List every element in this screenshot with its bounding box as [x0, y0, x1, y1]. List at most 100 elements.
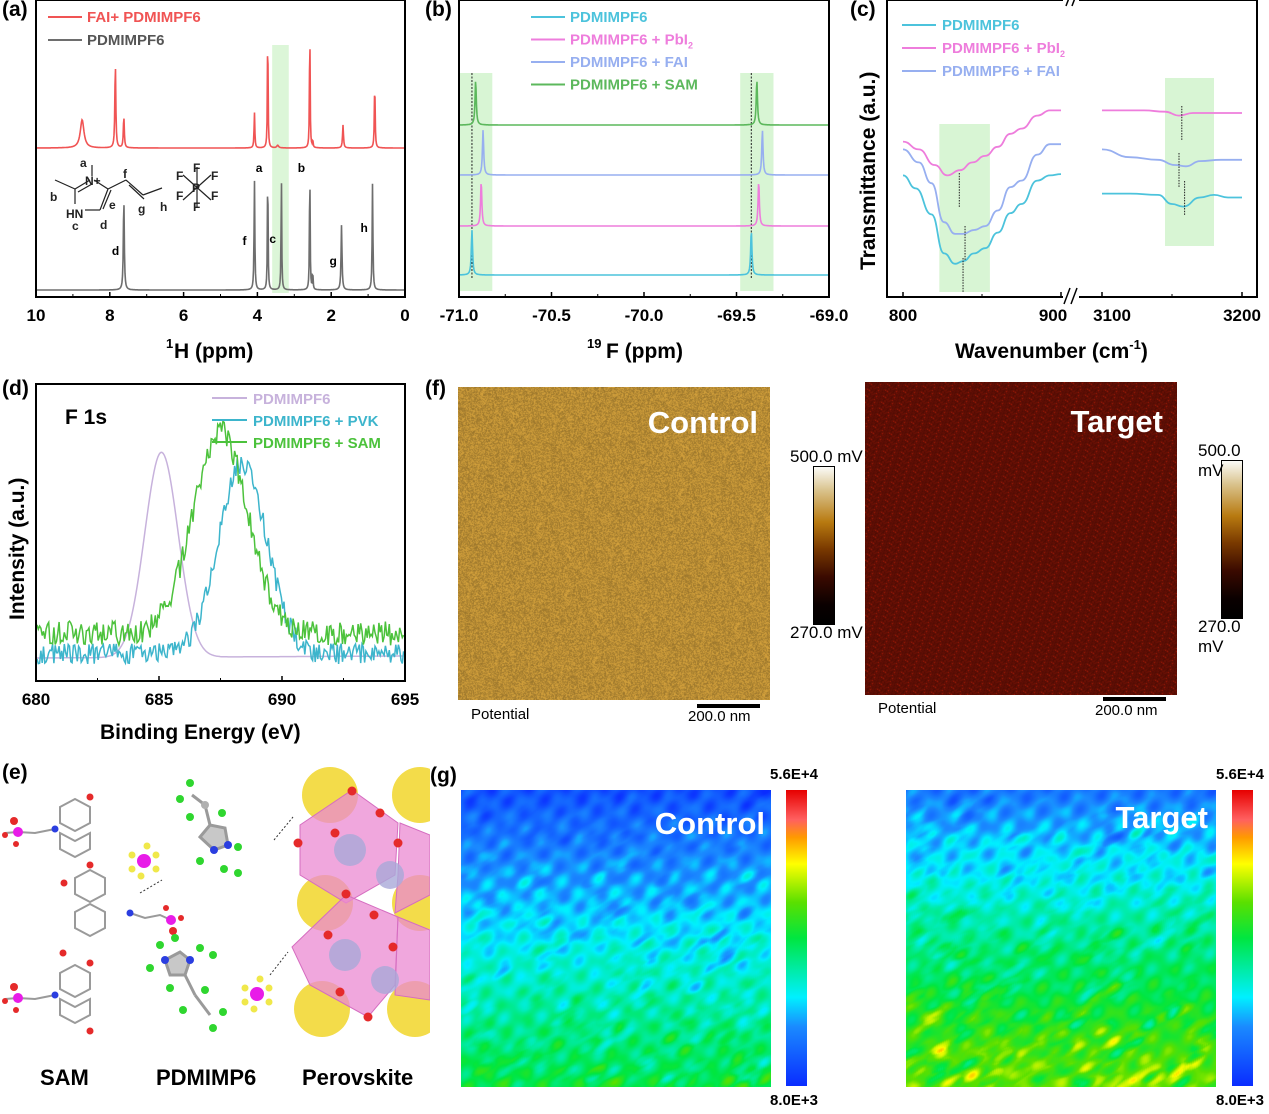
x-tick-label: 680	[22, 690, 50, 709]
peak-label: f	[242, 234, 247, 248]
x-axis-label: H (ppm)	[174, 340, 253, 363]
series-line-3	[458, 81, 829, 126]
colorbar-max: 5.6E+4	[1216, 766, 1264, 783]
x-tick-label: 8	[105, 306, 114, 325]
svg-text:h: h	[160, 200, 167, 214]
nmr-1h-chart: 10 8 6 4 2 0 FAI+ PDMIMPF6 PDMIMPF6 1 H (ppm)	[27, 0, 410, 363]
series-line-0	[37, 451, 404, 659]
panel-e: (e)	[0, 755, 430, 1114]
legend-label: PDMIMPF6 + SAM	[570, 77, 698, 94]
legend-label: PDMIMPF6 + PVK	[253, 413, 379, 430]
x-axis-label: F (ppm)	[606, 340, 683, 363]
series-line-right-1	[1102, 109, 1242, 117]
axis-break-icon	[1063, 0, 1079, 305]
pl-image-control	[461, 790, 771, 1087]
colorbar-max: 5.6E+4	[770, 766, 818, 783]
x-tick-label: 6	[179, 306, 188, 325]
kpfm-image-target	[865, 382, 1177, 695]
svg-text:N+: N+	[85, 174, 101, 188]
panel-c: (c) 800 900 3100 3200 PDMIMPF6 PDMIMPF6 + Pb…	[845, 0, 1269, 370]
svg-text:c: c	[72, 219, 79, 233]
legend-label: PDMIMPF6 + FAI	[570, 54, 688, 71]
scalebar	[1103, 697, 1166, 701]
peak-label: a	[256, 161, 263, 175]
structure-labels: a b c d e f g h HN N+ P F F F F F F	[50, 156, 218, 233]
x-tick-label: -69.0	[810, 306, 849, 325]
series-line-0	[37, 49, 404, 149]
series-line-left-0	[902, 173, 1062, 265]
colorbar-kpfm-2	[1221, 460, 1243, 619]
x-tick-label: -69.5	[717, 306, 756, 325]
panel-g: (g) Control 5.6E+4 8.0E+3 Target 5.6E+4 …	[430, 755, 1269, 1114]
series-line-1	[37, 180, 404, 291]
x-tick-label: 10	[27, 306, 46, 325]
panel-b: (b) -71.0 -70.5 -70.0 -69.5 -69.0 PDMIMPF6 PD…	[420, 0, 850, 370]
svg-text:F: F	[211, 169, 218, 183]
panel-label-d: (d)	[2, 377, 29, 400]
panel-label-b: (b)	[425, 0, 452, 21]
series-line-2	[458, 130, 829, 176]
highlight-band	[740, 73, 774, 291]
x-tick-label: 3200	[1223, 306, 1261, 325]
x-tick-label: -70.5	[532, 306, 571, 325]
scalebar	[697, 704, 760, 708]
x-axis-label: Binding Energy (eV)	[100, 721, 301, 744]
pf6-anion	[128, 842, 273, 1013]
series-line-left-2	[902, 143, 1061, 235]
x-tick-label: 685	[145, 690, 173, 709]
svg-text:F: F	[211, 189, 218, 203]
x-tick-label: 2	[326, 306, 335, 325]
highlight-band	[1165, 78, 1214, 246]
scalebar-label: 200.0 nm	[1095, 702, 1158, 719]
map-title-control: Control	[647, 405, 758, 440]
x-tick-label: 4	[253, 306, 263, 325]
peak-label: h	[361, 221, 368, 235]
kpfm-map-target: Target	[865, 382, 1177, 695]
x-axis-label: Wavenumber (cm-1)	[955, 337, 1148, 363]
legend-label: PDMIMPF6	[253, 391, 331, 408]
label-pdmimp6: PDMIMP6	[156, 1065, 257, 1090]
legend-label-fai: FAI+ PDMIMPF6	[87, 9, 201, 26]
colorbar-pl-2	[1232, 790, 1253, 1086]
svg-text:F: F	[176, 189, 183, 203]
y-axis-label: Transmittance (a.u.)	[857, 72, 880, 270]
x-tick-label: 0	[400, 306, 409, 325]
peak-label: c	[269, 232, 276, 246]
x-tick-label: -71.0	[440, 306, 479, 325]
colorbar-kpfm-1	[813, 466, 835, 625]
svg-text:g: g	[138, 202, 145, 216]
svg-text:F: F	[193, 161, 200, 175]
svg-text:e: e	[109, 198, 116, 212]
panel-label-e: (e)	[2, 761, 28, 784]
pdmim-cation	[146, 779, 242, 1032]
x-tick-label: 900	[1039, 306, 1067, 325]
colorbar-max: 500.0 mV	[1198, 441, 1241, 480]
x-tick-label: 800	[889, 306, 917, 325]
legend-label: PDMIMPF6 + FAI	[942, 63, 1060, 80]
svg-text:b: b	[50, 190, 57, 204]
perovskite-lattice	[291, 767, 430, 1037]
x-tick-label: 3100	[1093, 306, 1131, 325]
scalebar-label: 200.0 nm	[688, 708, 751, 725]
kpfm-map-control: Control	[458, 387, 770, 700]
x-tick-label: 690	[268, 690, 296, 709]
x-axis-label-sup: 1	[166, 336, 173, 351]
map-title-control: Control	[654, 806, 765, 841]
series-line-1	[36, 456, 405, 666]
svg-text:F: F	[176, 169, 183, 183]
highlight-band	[939, 124, 990, 292]
legend-label: PDMIMPF6 + SAM	[253, 435, 381, 452]
map-title-target: Target	[1115, 800, 1208, 835]
x-tick-label: -70.0	[625, 306, 664, 325]
annotation-f1s: F 1s	[65, 406, 107, 429]
legend-label: PDMIMPF6	[570, 9, 648, 26]
nmr-19f-chart: -71.0 -70.5 -70.0 -69.5 -69.0 PDMIMPF6 PDMIMP…	[440, 0, 849, 363]
legend-label: PDMIMPF6 + PbI2	[942, 40, 1065, 59]
svg-text:a: a	[80, 156, 87, 170]
panel-d: (d) 680 685 690 695 F 1s PDMIMPF6 PDMIMPF6 +…	[0, 375, 420, 750]
colorbar-min: 270.0 mV	[1198, 617, 1241, 656]
interaction-dashes	[139, 816, 294, 976]
peak-label: g	[330, 254, 337, 268]
label-sam: SAM	[40, 1065, 89, 1090]
pl-image-target	[906, 790, 1216, 1087]
